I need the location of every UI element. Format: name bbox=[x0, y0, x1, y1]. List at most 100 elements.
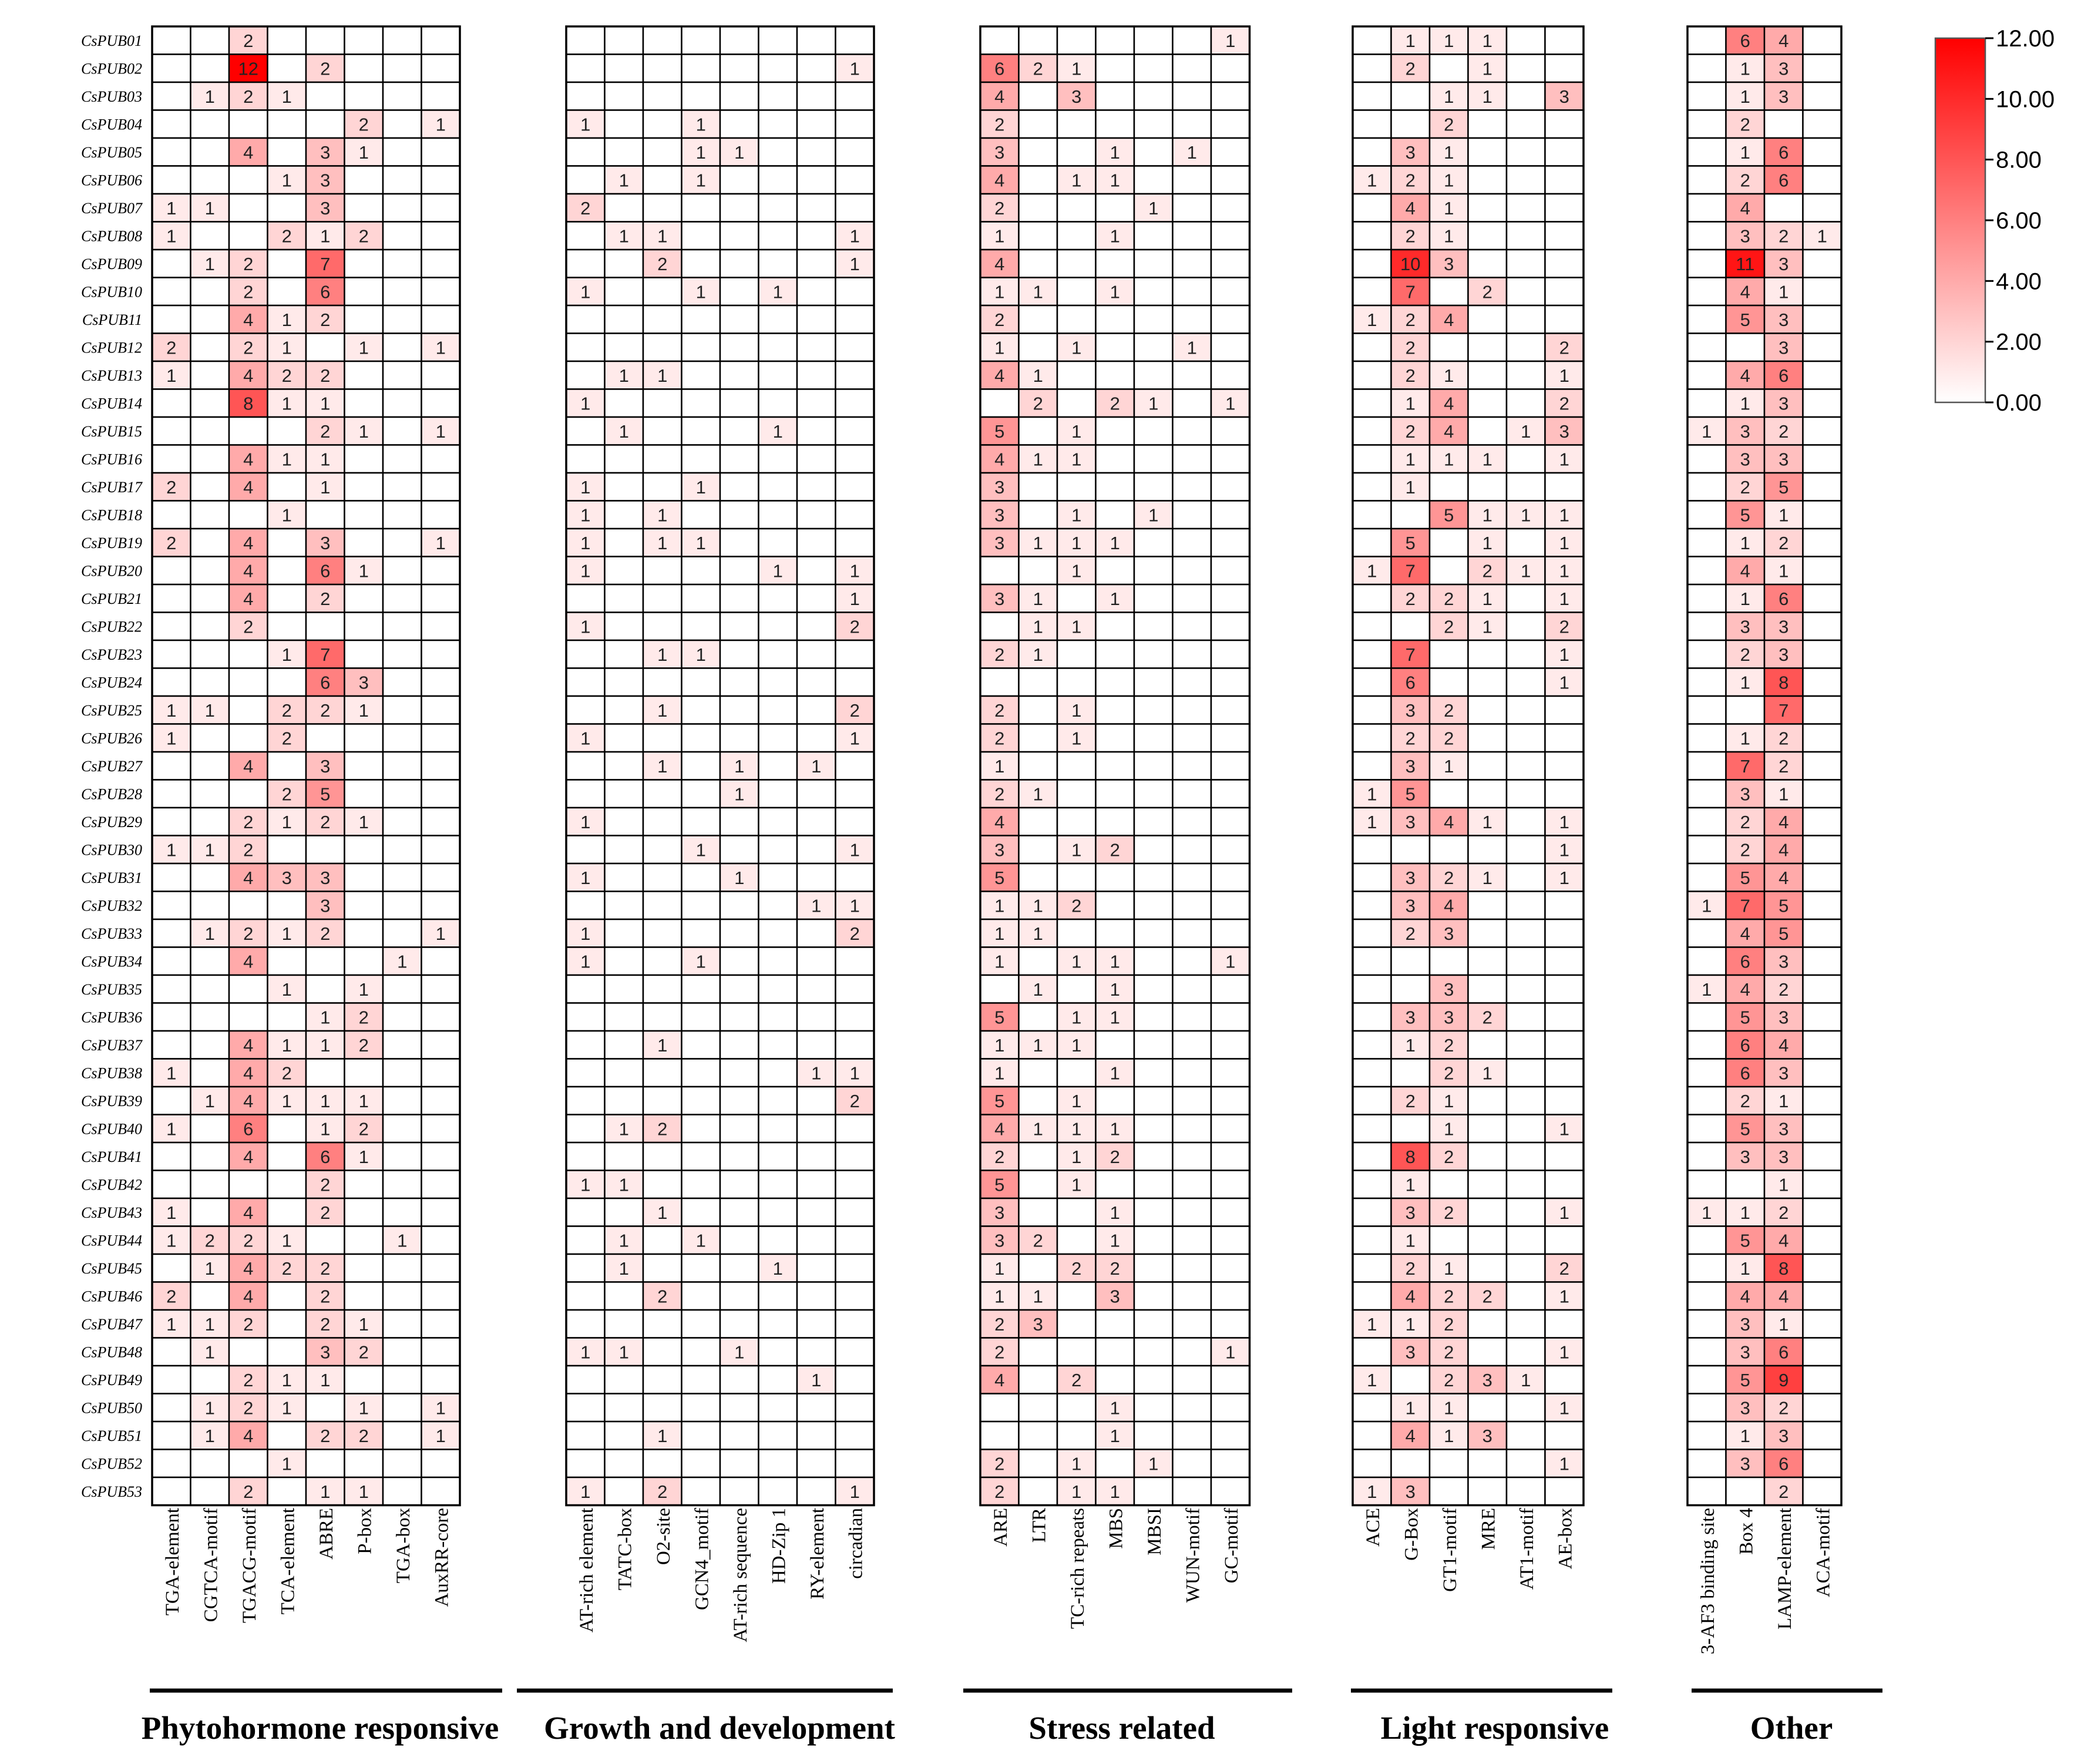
heatmap-cell bbox=[1467, 304, 1508, 334]
heatmap-cell bbox=[604, 1225, 644, 1255]
heatmap-cell bbox=[642, 1253, 683, 1283]
cell-value-label: 3 bbox=[1406, 1481, 1416, 1502]
heatmap-cell bbox=[796, 1253, 836, 1283]
cell-value-label: 1 bbox=[1559, 1202, 1569, 1223]
heatmap-cell bbox=[1428, 1476, 1469, 1506]
heatmap-cell bbox=[1505, 1420, 1546, 1450]
heatmap-cell bbox=[1686, 1365, 1727, 1395]
heatmap-cell bbox=[719, 1058, 759, 1088]
cell-value-label: 2 bbox=[1406, 421, 1416, 442]
cell-value-label: 1 bbox=[1779, 1314, 1788, 1335]
cell-value-label: 1 bbox=[436, 533, 446, 553]
column-label-gcn4-motif: GCN4_motif bbox=[691, 1508, 712, 1610]
cell-value-label: 1 bbox=[320, 1035, 330, 1056]
cell-value-label: 2 bbox=[243, 839, 253, 860]
heatmap-cell bbox=[1352, 583, 1392, 613]
cell-value-label: 1 bbox=[1521, 560, 1531, 581]
heatmap-cell bbox=[151, 53, 191, 83]
heatmap-cell bbox=[344, 388, 384, 418]
heatmap-cell bbox=[1172, 611, 1212, 641]
gene-label-cspub50: CsPUB50 bbox=[81, 1399, 142, 1416]
cell-value-label: 2 bbox=[282, 1258, 292, 1279]
column-label-mre: MRE bbox=[1478, 1508, 1499, 1550]
cell-value-label: 1 bbox=[994, 1035, 1004, 1056]
heatmap-cell bbox=[1056, 1058, 1097, 1088]
heatmap-cell bbox=[382, 193, 422, 223]
heatmap-cell bbox=[1018, 946, 1058, 976]
heatmap-cell bbox=[1095, 221, 1135, 251]
cell-value-label: 1 bbox=[1148, 393, 1158, 414]
heatmap-cell bbox=[1802, 109, 1843, 139]
cell-value-label: 2 bbox=[1779, 226, 1788, 246]
heatmap-cell bbox=[1133, 1086, 1174, 1115]
heatmap-cell bbox=[719, 974, 759, 1004]
cell-value-label: 1 bbox=[282, 449, 292, 469]
cell-value-label: 4 bbox=[1406, 198, 1416, 219]
heatmap-cell bbox=[1390, 835, 1431, 865]
heatmap-cell bbox=[1210, 527, 1250, 557]
heatmap-cell bbox=[1544, 1141, 1585, 1171]
heatmap-cell bbox=[1428, 304, 1469, 334]
cell-value-label: 1 bbox=[320, 1118, 330, 1139]
heatmap-cell bbox=[604, 1002, 644, 1032]
cell-value-label: 1 bbox=[580, 533, 590, 553]
heatmap-cell bbox=[796, 611, 836, 641]
heatmap-cell bbox=[719, 1309, 759, 1339]
heatmap-cell bbox=[1763, 667, 1804, 697]
heatmap-cell bbox=[758, 277, 798, 307]
heatmap-cell bbox=[267, 779, 307, 809]
heatmap-cell bbox=[1210, 779, 1250, 809]
cell-value-label: 1 bbox=[1779, 1091, 1788, 1111]
heatmap-cell bbox=[382, 862, 422, 892]
heatmap-cell bbox=[421, 221, 461, 251]
heatmap-cell bbox=[1505, 248, 1546, 278]
heatmap-cell bbox=[190, 221, 230, 251]
heatmap-cell bbox=[1056, 1449, 1097, 1479]
heatmap-cell bbox=[1172, 472, 1212, 502]
heatmap-cell bbox=[604, 946, 644, 976]
cell-value-label: 1 bbox=[1779, 505, 1788, 525]
group-border bbox=[151, 25, 461, 1507]
heatmap-cell bbox=[565, 1449, 606, 1479]
cell-value-label: 6 bbox=[1779, 365, 1788, 386]
heatmap-cell bbox=[382, 807, 422, 836]
heatmap-cell bbox=[1210, 1365, 1250, 1395]
cell-value-label: 2 bbox=[1444, 728, 1454, 748]
heatmap-cell bbox=[382, 667, 422, 697]
heatmap-cell bbox=[1428, 221, 1469, 251]
cell-value-label: 1 bbox=[1110, 951, 1120, 972]
heatmap-cell bbox=[835, 304, 875, 334]
heatmap-cell bbox=[1802, 416, 1843, 446]
heatmap-cell bbox=[1210, 974, 1250, 1004]
cell-value-label: 3 bbox=[320, 198, 330, 219]
heatmap-cell bbox=[151, 137, 191, 167]
heatmap-cell bbox=[382, 165, 422, 195]
heatmap-cell bbox=[1390, 611, 1431, 641]
heatmap-cell bbox=[1210, 388, 1250, 418]
heatmap-cell bbox=[1018, 527, 1058, 557]
heatmap-cell bbox=[642, 1420, 683, 1450]
heatmap-cell bbox=[604, 695, 644, 725]
heatmap-cell bbox=[835, 1002, 875, 1032]
heatmap-cell bbox=[1686, 388, 1727, 418]
gene-label-cspub19: CsPUB19 bbox=[81, 535, 142, 552]
heatmap-cell bbox=[1428, 779, 1469, 809]
cell-value-label: 2 bbox=[359, 1035, 369, 1056]
heatmap-cell bbox=[1095, 109, 1135, 139]
cell-value-label: 1 bbox=[166, 1230, 176, 1251]
heatmap-cell bbox=[228, 918, 268, 948]
heatmap-cell bbox=[1505, 1225, 1546, 1255]
cell-value-label: 1 bbox=[359, 979, 369, 1000]
cell-value-label: 4 bbox=[243, 1091, 253, 1111]
heatmap-cell bbox=[1428, 556, 1469, 586]
heatmap-cell bbox=[758, 109, 798, 139]
heatmap-cell bbox=[151, 109, 191, 139]
heatmap-cell bbox=[382, 583, 422, 613]
heatmap-cell bbox=[1210, 583, 1250, 613]
heatmap-cell bbox=[267, 109, 307, 139]
cell-value-label: 3 bbox=[1406, 142, 1416, 163]
heatmap-cell bbox=[344, 1281, 384, 1311]
heatmap-cell bbox=[719, 1281, 759, 1311]
heatmap-cell bbox=[1725, 277, 1766, 307]
